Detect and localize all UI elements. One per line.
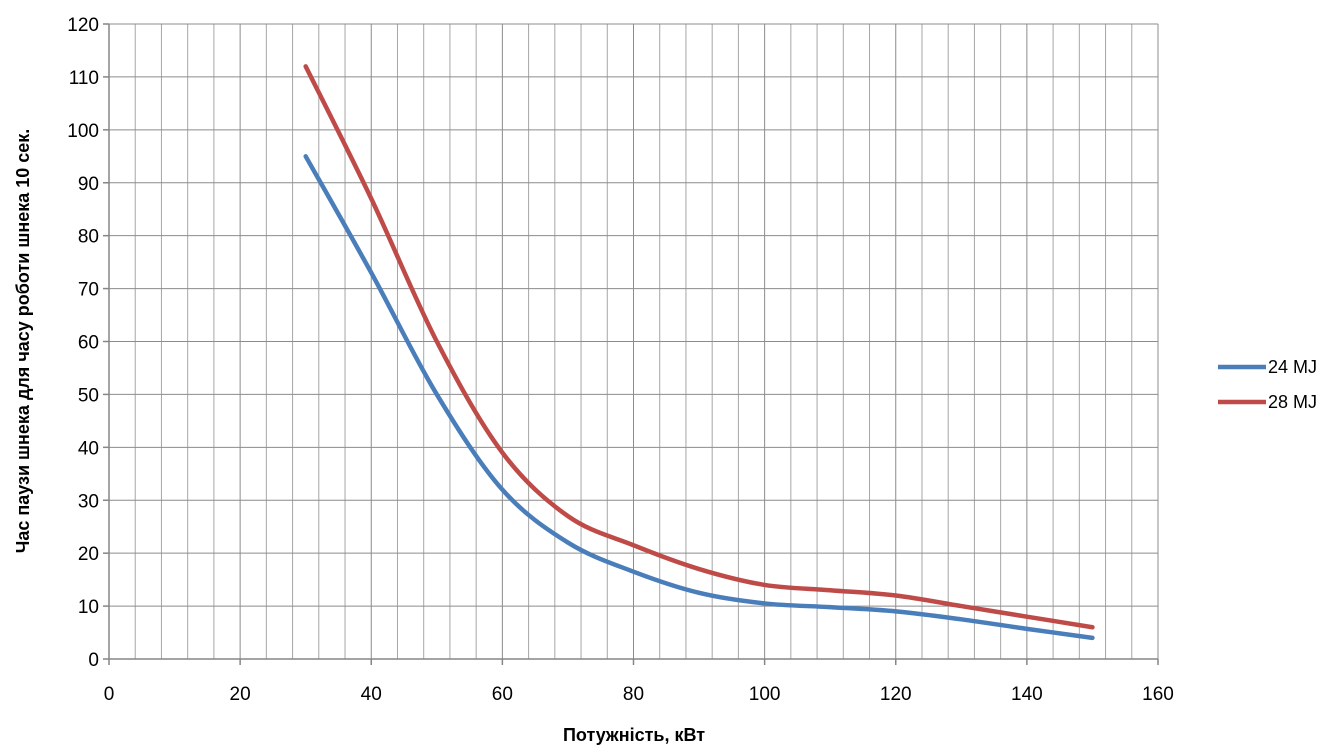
- axes: [103, 23, 1159, 665]
- series-lines: [303, 64, 1095, 641]
- y-tick-label: 50: [78, 385, 99, 406]
- legend-label: 24 MJ: [1268, 357, 1317, 377]
- x-axis-label: Потужність, кВт: [563, 725, 705, 745]
- legend: 24 MJ 28 MJ: [1218, 357, 1317, 412]
- y-tick-label: 10: [78, 597, 99, 618]
- y-tick-label: 80: [78, 227, 99, 248]
- y-tick-label: 30: [78, 491, 99, 512]
- y-axis-label: Час паузи шнека для часу роботи шнека 10…: [13, 129, 33, 554]
- y-tick-labels: 0 10 20 30 40 50 60 70 80 90 100 110 120: [67, 15, 99, 671]
- x-tick-label: 60: [492, 684, 513, 705]
- y-tick-label: 110: [69, 68, 99, 89]
- series-line-1: [303, 154, 1095, 641]
- x-tick-label: 140: [1011, 684, 1043, 705]
- x-tick-label: 40: [361, 684, 382, 705]
- y-tick-label: 20: [78, 544, 99, 565]
- y-tick-label: 40: [78, 438, 99, 459]
- y-tick-label: 60: [78, 333, 99, 354]
- x-tick-label: 20: [230, 684, 251, 705]
- y-tick-label: 70: [78, 280, 99, 301]
- x-tick-label: 120: [880, 684, 912, 705]
- x-tick-labels: 0 20 40 60 80 100 120 140 160: [104, 684, 1174, 705]
- y-tick-label: 90: [78, 174, 99, 195]
- x-tick-label: 100: [749, 684, 781, 705]
- legend-label: 28 MJ: [1268, 392, 1317, 412]
- y-tick-label: 100: [67, 121, 99, 142]
- x-tick-label: 160: [1142, 684, 1174, 705]
- x-tick-label: 80: [623, 684, 644, 705]
- series-line-2: [303, 64, 1095, 630]
- y-tick-label: 0: [88, 650, 99, 671]
- x-tick-label: 0: [104, 684, 115, 705]
- major-gridlines: [109, 23, 1159, 659]
- y-tick-label: 120: [67, 15, 99, 36]
